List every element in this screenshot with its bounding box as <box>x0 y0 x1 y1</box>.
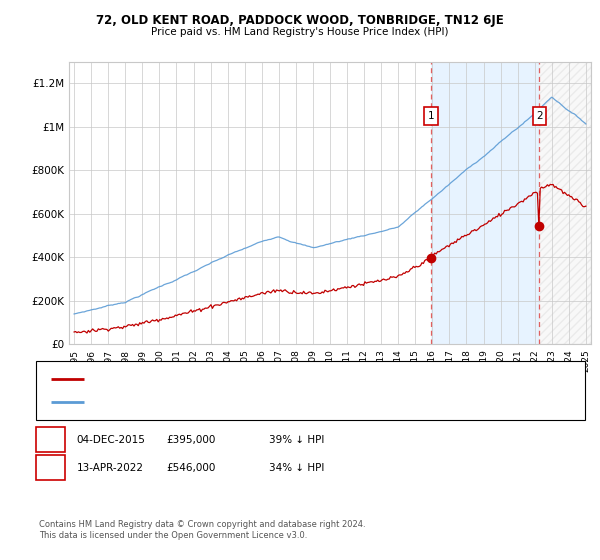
Text: 04-DEC-2015: 04-DEC-2015 <box>77 435 146 445</box>
Text: 2: 2 <box>47 463 54 473</box>
Text: Contains HM Land Registry data © Crown copyright and database right 2024.: Contains HM Land Registry data © Crown c… <box>39 520 365 529</box>
Text: 72, OLD KENT ROAD, PADDOCK WOOD, TONBRIDGE, TN12 6JE: 72, OLD KENT ROAD, PADDOCK WOOD, TONBRID… <box>96 14 504 27</box>
Text: 1: 1 <box>428 111 434 121</box>
Text: This data is licensed under the Open Government Licence v3.0.: This data is licensed under the Open Gov… <box>39 531 307 540</box>
Bar <box>431 62 539 344</box>
Text: £546,000: £546,000 <box>167 463 216 473</box>
Text: 72, OLD KENT ROAD, PADDOCK WOOD, TONBRIDGE, TN12 6JE (detached house): 72, OLD KENT ROAD, PADDOCK WOOD, TONBRID… <box>90 375 451 384</box>
Text: Price paid vs. HM Land Registry's House Price Index (HPI): Price paid vs. HM Land Registry's House … <box>151 27 449 37</box>
Text: 2: 2 <box>536 111 543 121</box>
Text: 39% ↓ HPI: 39% ↓ HPI <box>269 435 324 445</box>
Bar <box>539 62 591 344</box>
Text: 34% ↓ HPI: 34% ↓ HPI <box>269 463 324 473</box>
Text: 13-APR-2022: 13-APR-2022 <box>77 463 144 473</box>
Text: £395,000: £395,000 <box>167 435 216 445</box>
Text: 1: 1 <box>47 435 54 445</box>
Text: HPI: Average price, detached house, Tunbridge Wells: HPI: Average price, detached house, Tunb… <box>90 398 329 407</box>
